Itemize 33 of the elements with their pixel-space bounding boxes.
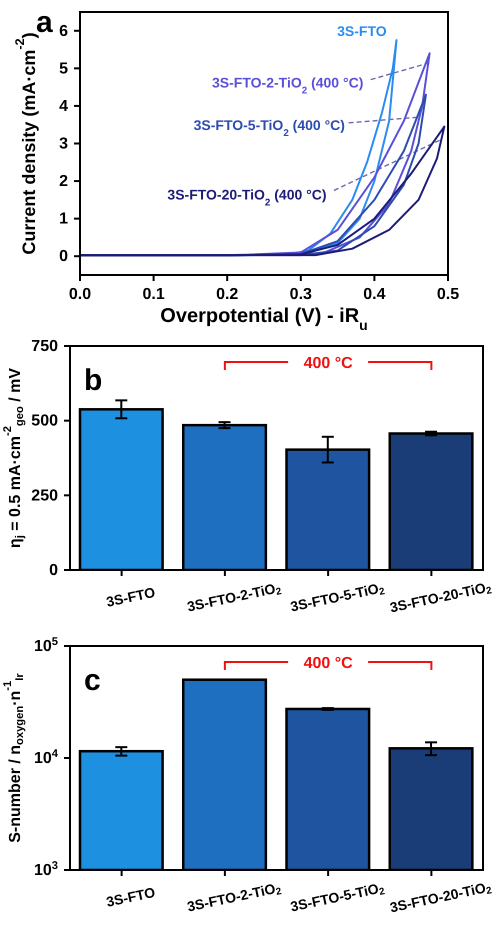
x-tick-label: 3S-FTO — [104, 884, 157, 910]
y-tick-label: 5 — [59, 60, 68, 78]
annotation: 400 °C — [304, 655, 354, 672]
y-tick-label: 500 — [31, 412, 58, 430]
annotation: c — [84, 664, 101, 697]
series-label: 3S-FTO — [337, 22, 387, 39]
annotation: b — [84, 364, 102, 397]
text: 3S-FTO-20-TiO$_{2}$ (400 °C) — [167, 186, 327, 208]
x-axis-title: Overpotential (V) - iR$_{u}$ — [160, 305, 368, 333]
x-tick-label: 0.1 — [142, 286, 165, 303]
y-tick-label: 750 — [31, 338, 58, 355]
x-tick-label: 3S-FTO — [104, 584, 157, 610]
y-tick-label: 250 — [31, 487, 58, 504]
y-tick-label: 6 — [59, 22, 68, 40]
y-tick-label: 2 — [59, 173, 68, 190]
y-tick-label: 0 — [59, 248, 68, 266]
annotation: 400 °C — [304, 355, 354, 372]
y-tick-label: 4 — [59, 98, 68, 115]
y-tick-label: 10$^{5}$ — [34, 636, 58, 655]
y-tick-label: 10$^{3}$ — [34, 860, 58, 879]
bar — [388, 432, 474, 570]
x-tick-label: 0.0 — [68, 286, 92, 303]
y-tick-label: 0 — [49, 562, 58, 579]
text: 3S-FTO-5-TiO$_{2}$ (400 °C) — [194, 117, 345, 139]
bar — [182, 424, 268, 570]
x-tick-label: 0.2 — [216, 286, 238, 303]
y-tick-label: 3 — [59, 136, 68, 152]
x-tick-label: 0.5 — [436, 286, 460, 303]
y-tick-label: 1 — [59, 210, 68, 228]
x-tick-label: 0.4 — [363, 286, 386, 303]
text: 3S-FTO-2-TiO$_{2}$ (400 °C) — [212, 74, 364, 96]
y-tick-label: 10$^{4}$ — [34, 748, 59, 767]
x-tick-label: 0.3 — [290, 286, 312, 303]
